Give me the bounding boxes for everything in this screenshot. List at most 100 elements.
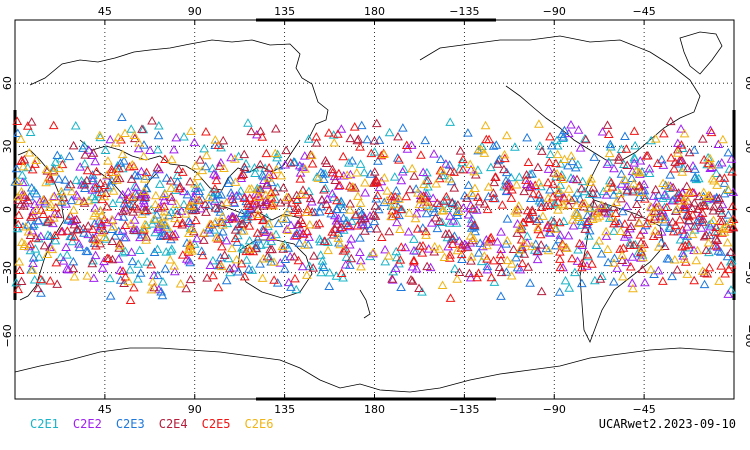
occultation-marker-c2e3 <box>530 239 541 248</box>
occultation-marker-c2e6 <box>502 255 513 265</box>
occultation-marker-c2e4 <box>330 175 341 184</box>
occultation-marker-c2e5 <box>629 126 640 135</box>
occultation-marker-c2e4 <box>278 244 289 253</box>
occultation-marker-c2e4 <box>622 185 633 194</box>
occultation-marker-c2e6 <box>47 244 58 254</box>
occultation-marker-c2e4 <box>118 206 128 216</box>
occultation-marker-c2e6 <box>714 276 725 285</box>
occultation-marker-c2e5 <box>504 181 514 191</box>
occultation-marker-c2e1 <box>255 240 266 249</box>
occultation-marker-c2e4 <box>699 231 710 241</box>
occultation-marker-c2e2 <box>653 265 664 275</box>
occultation-marker-c2e1 <box>115 194 125 203</box>
occultation-marker-c2e4 <box>531 216 542 225</box>
occultation-marker-c2e6 <box>13 191 24 201</box>
occultation-marker-c2e4 <box>474 196 485 206</box>
occultation-marker-c2e6 <box>559 201 569 210</box>
occultation-marker-c2e4 <box>262 178 273 188</box>
occultation-marker-c2e3 <box>667 271 677 281</box>
lat-tick-label-right: −60 <box>743 324 750 347</box>
occultation-marker-c2e4 <box>26 117 37 126</box>
occultation-marker-c2e6 <box>383 251 394 260</box>
occultation-marker-c2e4 <box>697 214 708 223</box>
occultation-marker-c2e5 <box>91 166 102 176</box>
occultation-marker-c2e6 <box>267 231 277 240</box>
occultation-marker-c2e4 <box>52 279 63 288</box>
occultation-marker-c2e2 <box>153 224 163 233</box>
occultation-marker-c2e6 <box>356 261 366 271</box>
occultation-marker-c2e5 <box>298 229 309 238</box>
occultation-marker-c2e2 <box>696 223 707 232</box>
occultation-marker-c2e6 <box>707 160 717 169</box>
occultation-marker-c2e5 <box>533 189 544 199</box>
occultation-marker-c2e5 <box>657 276 668 285</box>
occultation-marker-c2e6 <box>618 271 628 281</box>
occultation-marker-c2e6 <box>466 188 477 197</box>
occultation-marker-c2e4 <box>173 164 184 173</box>
occultation-marker-c2e2 <box>601 231 612 240</box>
occultation-marker-c2e4 <box>293 219 304 229</box>
occultation-marker-c2e5 <box>698 200 709 210</box>
occultation-marker-c2e5 <box>120 272 131 281</box>
occultation-marker-c2e2 <box>113 254 124 263</box>
occultation-marker-c2e3 <box>547 140 557 150</box>
occultation-marker-c2e6 <box>296 189 307 199</box>
occultation-marker-c2e6 <box>198 228 209 237</box>
occultation-marker-c2e4 <box>697 134 708 143</box>
occultation-marker-c2e6 <box>257 273 268 282</box>
occultation-marker-c2e1 <box>534 196 545 205</box>
occultation-marker-c2e4 <box>489 177 500 187</box>
occultation-marker-c2e2 <box>90 203 100 212</box>
occultation-marker-c2e5 <box>677 225 688 234</box>
occultation-marker-c2e5 <box>51 257 62 267</box>
occultation-marker-c2e1 <box>338 272 348 282</box>
occultation-marker-c2e4 <box>317 194 327 204</box>
occultation-marker-c2e4 <box>496 267 507 277</box>
occultation-marker-c2e3 <box>626 173 637 182</box>
occultation-marker-c2e5 <box>197 250 208 260</box>
occultation-marker-c2e3 <box>251 240 262 250</box>
occultation-marker-c2e5 <box>213 234 223 243</box>
occultation-marker-c2e3 <box>242 214 252 223</box>
occultation-marker-c2e3 <box>527 169 537 178</box>
occultation-marker-c2e5 <box>13 219 24 229</box>
occultation-marker-c2e5 <box>524 214 535 223</box>
occultation-marker-c2e3 <box>391 185 402 195</box>
occultation-marker-c2e4 <box>650 184 661 194</box>
occultation-marker-c2e2 <box>397 166 408 176</box>
occultation-marker-c2e5 <box>20 192 30 201</box>
occultation-marker-c2e2 <box>635 155 646 165</box>
occultation-marker-c2e1 <box>584 189 595 199</box>
occultation-marker-c2e1 <box>171 205 182 214</box>
occultation-marker-c2e2 <box>403 226 414 236</box>
occultation-marker-c2e5 <box>676 140 687 149</box>
occultation-marker-c2e6 <box>604 148 615 158</box>
occultation-marker-c2e1 <box>71 175 82 184</box>
occultation-marker-c2e5 <box>679 200 690 209</box>
occultation-marker-c2e3 <box>501 167 512 177</box>
occultation-marker-c2e2 <box>448 216 459 225</box>
occultation-marker-c2e3 <box>11 163 22 173</box>
occultation-marker-c2e1 <box>55 252 66 262</box>
occultation-marker-c2e1 <box>185 223 196 232</box>
occultation-marker-c2e4 <box>608 202 619 211</box>
occultation-marker-c2e1 <box>550 199 561 209</box>
occultation-marker-c2e1 <box>30 244 41 253</box>
occultation-marker-c2e5 <box>544 157 555 167</box>
occultation-marker-c2e6 <box>127 191 138 201</box>
occultation-marker-c2e1 <box>134 245 145 254</box>
occultation-marker-c2e1 <box>661 191 672 200</box>
occultation-marker-c2e2 <box>35 196 45 206</box>
occultation-marker-c2e4 <box>665 116 676 126</box>
occultation-marker-c2e6 <box>96 210 107 220</box>
occultation-marker-c2e5 <box>16 155 27 165</box>
occultation-marker-c2e6 <box>637 243 647 252</box>
occultation-marker-c2e2 <box>471 205 482 214</box>
occultation-marker-c2e4 <box>617 255 628 265</box>
occultation-marker-c2e1 <box>704 247 714 257</box>
occultation-marker-c2e5 <box>458 164 468 174</box>
occultation-marker-c2e1 <box>100 145 111 154</box>
occultation-marker-c2e6 <box>159 206 170 216</box>
occultation-marker-c2e5 <box>670 220 681 230</box>
occultation-marker-c2e4 <box>258 225 269 235</box>
